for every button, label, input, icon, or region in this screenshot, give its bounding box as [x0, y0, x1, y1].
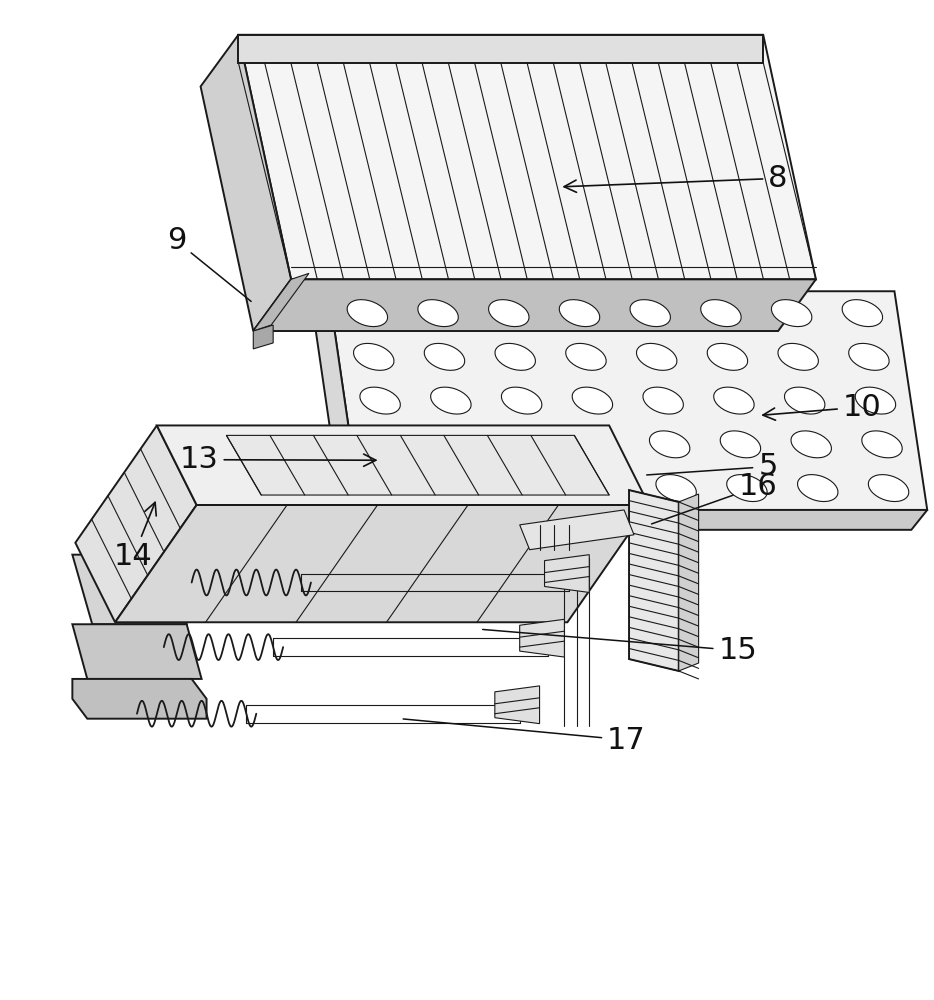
Polygon shape [157, 425, 649, 505]
Ellipse shape [778, 343, 818, 370]
Ellipse shape [437, 431, 477, 458]
Ellipse shape [849, 343, 889, 370]
Polygon shape [329, 291, 927, 510]
Ellipse shape [630, 300, 671, 327]
Ellipse shape [373, 475, 413, 502]
Polygon shape [519, 619, 564, 657]
Ellipse shape [573, 387, 613, 414]
Text: 15: 15 [483, 629, 757, 665]
Ellipse shape [366, 431, 406, 458]
Ellipse shape [862, 431, 902, 458]
Polygon shape [72, 555, 187, 624]
Ellipse shape [353, 343, 394, 370]
Ellipse shape [798, 475, 838, 502]
Ellipse shape [707, 343, 747, 370]
Text: 8: 8 [564, 164, 787, 193]
Text: 17: 17 [403, 719, 646, 755]
Ellipse shape [700, 300, 742, 327]
Ellipse shape [869, 475, 909, 502]
Ellipse shape [566, 343, 606, 370]
Polygon shape [76, 425, 197, 622]
Ellipse shape [720, 431, 760, 458]
Polygon shape [253, 273, 309, 331]
Ellipse shape [508, 431, 548, 458]
Ellipse shape [856, 387, 896, 414]
Ellipse shape [643, 387, 684, 414]
Ellipse shape [727, 475, 767, 502]
Ellipse shape [417, 300, 459, 327]
Text: 9: 9 [167, 226, 251, 301]
Ellipse shape [656, 475, 697, 502]
Ellipse shape [785, 387, 825, 414]
Polygon shape [313, 291, 361, 530]
Polygon shape [545, 555, 589, 592]
Polygon shape [629, 490, 679, 671]
Ellipse shape [771, 300, 812, 327]
Ellipse shape [444, 475, 484, 502]
Ellipse shape [714, 387, 754, 414]
Polygon shape [253, 325, 273, 349]
Polygon shape [345, 510, 927, 530]
Polygon shape [519, 510, 634, 550]
Text: 10: 10 [763, 393, 882, 422]
Polygon shape [238, 35, 763, 63]
Ellipse shape [559, 300, 600, 327]
Text: 16: 16 [652, 472, 777, 524]
Polygon shape [253, 279, 816, 331]
Ellipse shape [431, 387, 471, 414]
Ellipse shape [347, 300, 388, 327]
Polygon shape [226, 435, 609, 495]
Text: 14: 14 [114, 502, 156, 571]
Polygon shape [72, 679, 206, 719]
Ellipse shape [488, 300, 529, 327]
Polygon shape [495, 686, 540, 724]
Ellipse shape [515, 475, 555, 502]
Ellipse shape [636, 343, 677, 370]
Polygon shape [679, 494, 699, 671]
Ellipse shape [791, 431, 831, 458]
Ellipse shape [585, 475, 626, 502]
Polygon shape [238, 35, 816, 279]
Ellipse shape [424, 343, 465, 370]
Ellipse shape [579, 431, 619, 458]
Text: 5: 5 [646, 452, 778, 481]
Ellipse shape [649, 431, 690, 458]
Polygon shape [72, 624, 202, 679]
Ellipse shape [842, 300, 883, 327]
Polygon shape [201, 35, 291, 331]
Polygon shape [115, 505, 649, 622]
Text: 13: 13 [179, 445, 375, 474]
Ellipse shape [360, 387, 401, 414]
Ellipse shape [502, 387, 542, 414]
Ellipse shape [495, 343, 535, 370]
